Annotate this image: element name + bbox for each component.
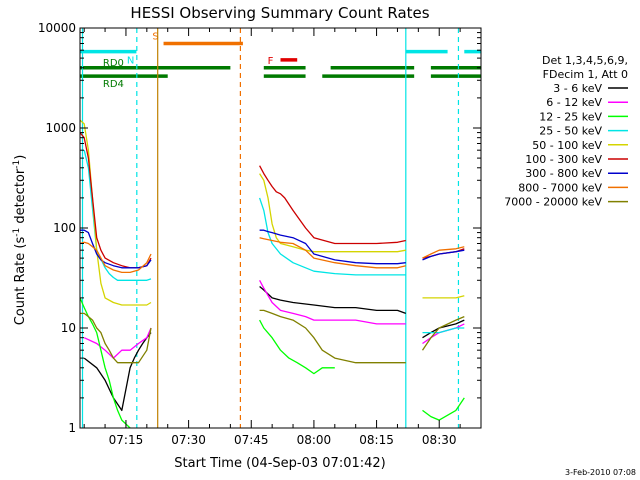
y-axis-label-main: Count Rate (s [13, 237, 28, 326]
flag-n-label: N [127, 56, 134, 67]
series-100to300kev-line [259, 165, 406, 245]
y-axis-label-sup: -1 [12, 228, 22, 237]
x-axis-label: Start Time (04-Sep-03 07:01:42) [174, 456, 385, 471]
legend-label: 25 - 50 keV [539, 125, 602, 138]
series-3to6kev-line [259, 286, 407, 315]
series-50to100kev-line [79, 119, 152, 306]
footer-timestamp: 3-Feb-2010 07:08 [565, 468, 636, 477]
series-300to800kev-line [80, 229, 152, 269]
series-25to50kev-line [422, 327, 465, 334]
legend-label: 50 - 100 keV [532, 139, 602, 152]
series-800to7000kev-line [259, 237, 406, 269]
x-tick-label: 08:00 [297, 433, 332, 447]
series-7000to20000kev-line [421, 316, 465, 351]
legend-label: 800 - 7000 keV [518, 181, 602, 194]
series-12to25kev-line [259, 319, 335, 375]
legend-label: 300 - 800 keV [525, 167, 602, 180]
x-tick-label: 08:30 [422, 433, 457, 447]
axes: 07:15 07:30 07:45 08:00 08:15 08:30 1 10 100 1000… [38, 21, 482, 447]
flag-bars: N S F RD0 RD4 [80, 31, 481, 90]
series-300to800kev-line [422, 249, 465, 261]
y-axis-label-sup2: -1 [12, 160, 22, 169]
y-axis-label: Count Rate (s-1 detector-1) [12, 155, 28, 326]
flag-f-label: F [268, 56, 274, 67]
series-lines [79, 119, 465, 429]
legend: Det 1,3,4,5,6,9, FDecim 1, Att 0 3 - 6 k… [504, 54, 628, 209]
legend-label: 7000 - 20000 keV [504, 196, 602, 209]
y-tick-label: 100 [53, 221, 76, 235]
series-50to100kev-line [422, 295, 465, 299]
series-12to25kev-line [79, 297, 131, 429]
series-7000to20000kev-line [259, 309, 406, 364]
x-tick-label: 07:15 [109, 433, 144, 447]
y-tick-label: 1000 [45, 121, 76, 135]
y-tick-label: 10 [61, 321, 76, 335]
chart-title: HESSI Observing Summary Count Rates [130, 4, 429, 22]
series-6to12kev-line [259, 279, 406, 325]
flag-rd0-label: RD0 [103, 58, 124, 69]
legend-label: 3 - 6 keV [553, 82, 602, 95]
series-800to7000kev-line [422, 246, 465, 259]
x-tick-label: 07:45 [234, 433, 269, 447]
legend-label: 12 - 25 keV [539, 110, 602, 123]
series-50to100kev-line [259, 173, 406, 253]
legend-label: 6 - 12 keV [546, 96, 602, 109]
legend-header-2: FDecim 1, Att 0 [543, 68, 628, 81]
y-axis-label-mid: detector [13, 168, 28, 228]
flag-s-label: S [152, 31, 158, 42]
x-tick-label: 08:15 [359, 433, 394, 447]
legend-header-1: Det 1,3,4,5,6,9, [542, 54, 628, 67]
y-tick-label: 10000 [38, 21, 76, 35]
series-300to800kev-line [259, 229, 406, 265]
x-tick-label: 07:30 [171, 433, 206, 447]
series-25to50kev-line [258, 197, 406, 276]
series-800to7000kev-line [79, 241, 152, 274]
y-tick-label: 1 [68, 421, 76, 435]
legend-label: 100 - 300 keV [525, 153, 602, 166]
series-7000to20000kev-line [80, 312, 152, 364]
y-axis-label-end: ) [13, 155, 28, 160]
series-3to6kev-line [83, 332, 152, 412]
flag-rd4-label: RD4 [103, 79, 124, 90]
